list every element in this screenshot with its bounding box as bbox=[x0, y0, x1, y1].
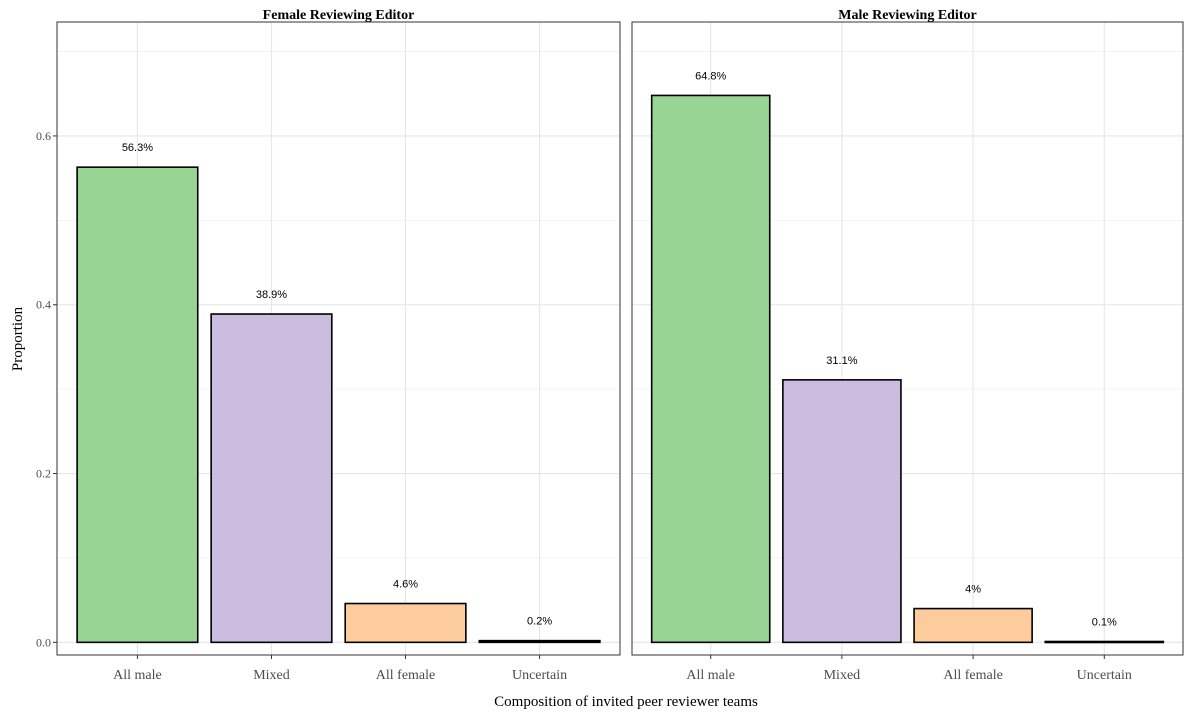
x-axis-title: Composition of invited peer reviewer tea… bbox=[494, 694, 758, 710]
facet-title: Male Reviewing Editor bbox=[838, 8, 976, 23]
bar-mixed bbox=[782, 379, 902, 644]
y-axis-title: Proportion bbox=[10, 306, 26, 371]
x-tick-label: Uncertain bbox=[1077, 668, 1132, 683]
bar-all-female bbox=[344, 602, 467, 644]
y-tick-label: 0.6 bbox=[36, 129, 51, 143]
panel-border bbox=[56, 21, 621, 656]
x-tick-label: All male bbox=[113, 668, 162, 683]
bar-all-male bbox=[76, 166, 199, 644]
data-label: 4% bbox=[965, 584, 981, 596]
y-tick-label: 0.4 bbox=[36, 298, 51, 312]
facet-panel-1: 56.3% 38.9% 4.6% 0.2% Female Reviewing Edito… bbox=[36, 8, 621, 683]
bar-all-male bbox=[650, 94, 771, 644]
bar-uncertain bbox=[1044, 640, 1165, 644]
data-label: 31.1% bbox=[826, 355, 857, 367]
x-tick-label: All female bbox=[943, 668, 1002, 683]
data-label: 0.1% bbox=[1092, 616, 1117, 628]
x-tick-label: Mixed bbox=[824, 668, 861, 683]
facet-panel-2: 64.8% 31.1% 4% 0.1% Male Reviewing Editor All… bbox=[631, 8, 1184, 683]
x-tick-label: All male bbox=[686, 668, 735, 683]
x-tick-label: Mixed bbox=[253, 668, 290, 683]
data-label: 56.3% bbox=[122, 142, 153, 154]
y-tick-label: 0.2 bbox=[36, 467, 51, 481]
panel-border bbox=[631, 21, 1184, 656]
facets-layer: 56.3% 38.9% 4.6% 0.2% Female Reviewing Edito… bbox=[36, 8, 1184, 683]
x-tick-label: All female bbox=[376, 668, 435, 683]
data-label: 0.2% bbox=[527, 616, 552, 628]
x-tick-label: Uncertain bbox=[512, 668, 567, 683]
bar-all-female bbox=[913, 607, 1033, 644]
bar-uncertain bbox=[478, 639, 601, 644]
y-tick-label: 0.0 bbox=[36, 635, 51, 649]
facet-title: Female Reviewing Editor bbox=[263, 8, 415, 23]
data-label: 64.8% bbox=[695, 70, 726, 82]
data-label: 4.6% bbox=[393, 579, 418, 591]
bar-mixed bbox=[210, 313, 333, 644]
data-label: 38.9% bbox=[256, 289, 287, 301]
